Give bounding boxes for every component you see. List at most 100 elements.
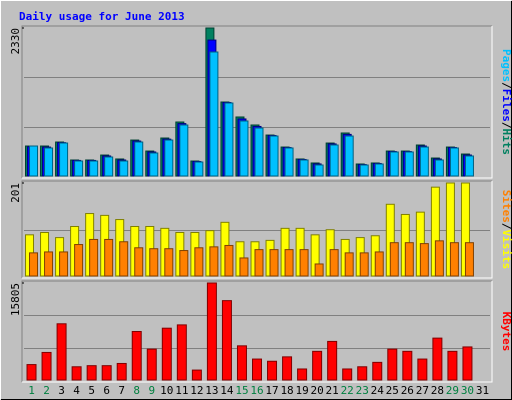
bar: [146, 348, 157, 381]
bar: [239, 257, 249, 277]
bar: [179, 124, 189, 177]
bar: [464, 155, 474, 177]
bar: [209, 51, 219, 177]
bar: [59, 251, 69, 277]
bar: [149, 248, 159, 277]
x-tick-label: 19: [295, 384, 308, 397]
x-tick-label: 6: [103, 384, 110, 397]
x-tick-label: 8: [133, 384, 140, 397]
bar: [269, 135, 279, 177]
x-tick-label: 28: [431, 384, 444, 397]
bar: [327, 340, 338, 381]
bar: [252, 358, 262, 381]
x-tick-label: 9: [148, 384, 155, 397]
bar: [41, 351, 52, 381]
bar: [329, 249, 339, 277]
bar: [449, 147, 459, 177]
legend-entry: KBytes: [500, 312, 512, 352]
bar: [224, 102, 234, 177]
x-tick-label: 18: [280, 384, 293, 397]
x-tick-label: 24: [371, 384, 385, 397]
bar: [419, 146, 429, 177]
x-tick-label: 4: [73, 384, 80, 397]
bar: [269, 249, 279, 277]
bar: [387, 348, 398, 381]
x-tick-label: 31: [476, 384, 489, 397]
x-tick-label: 29: [446, 384, 459, 397]
bar: [104, 156, 114, 177]
bar: [254, 249, 264, 277]
bar: [432, 337, 443, 381]
bar: [404, 151, 414, 177]
bar: [449, 242, 459, 277]
bar: [59, 142, 69, 177]
x-tick-label: 12: [190, 384, 203, 397]
bar: [299, 249, 309, 277]
bar: [164, 139, 174, 177]
x-tick-label: 26: [401, 384, 414, 397]
bar: [359, 164, 369, 177]
bar: [314, 263, 324, 277]
bar: [26, 364, 37, 381]
bar: [209, 246, 219, 277]
x-tick-label: 16: [250, 384, 263, 397]
bar: [56, 323, 67, 381]
x-tick-label: 15: [235, 384, 248, 397]
bar: [314, 164, 324, 177]
legend: KBytes: [500, 312, 512, 352]
bar: [389, 242, 399, 277]
bar: [284, 249, 294, 277]
bar: [104, 238, 114, 277]
bar: [164, 248, 174, 277]
bar: [434, 240, 444, 277]
x-tick-label: 13: [205, 384, 218, 397]
bar: [417, 358, 428, 381]
bar: [221, 300, 232, 381]
panel-bevel-dark: [21, 280, 492, 382]
bar: [176, 324, 187, 381]
bar: [206, 282, 217, 381]
bar: [29, 145, 39, 177]
bar: [284, 147, 294, 177]
legend: Pages/Files/Hits: [500, 49, 512, 155]
bar: [44, 251, 54, 277]
bar: [312, 350, 323, 381]
legend-separator: /: [500, 223, 512, 230]
x-tick-label: 14: [220, 384, 234, 397]
bar: [357, 366, 368, 381]
bar: [74, 244, 84, 277]
legend-entry: Hits: [500, 129, 512, 156]
bar: [86, 365, 97, 381]
bar: [419, 243, 429, 277]
bar: [29, 252, 39, 277]
bar: [116, 362, 127, 381]
bar: [329, 144, 339, 177]
bar: [447, 350, 458, 381]
legend-entry: Visits: [500, 230, 512, 270]
x-tick-label: 7: [118, 384, 125, 397]
legend-entry: Sites: [500, 190, 512, 223]
x-tick-label: 11: [175, 384, 188, 397]
bar: [191, 369, 202, 381]
bar: [179, 250, 189, 277]
bar: [282, 356, 293, 381]
bar: [402, 350, 413, 381]
bar: [434, 159, 444, 177]
x-tick-label: 10: [160, 384, 173, 397]
panel-bevel-dark: [21, 180, 492, 278]
bar: [131, 330, 142, 381]
x-tick-label: 2: [43, 384, 50, 397]
x-tick-label: 23: [356, 384, 369, 397]
x-tick-label: 22: [341, 384, 354, 397]
panel-bevel-light: [22, 281, 493, 383]
x-tick-label: 20: [311, 384, 324, 397]
bar: [344, 135, 354, 177]
bar: [194, 247, 204, 277]
bar: [119, 241, 129, 277]
bar: [462, 346, 473, 381]
x-tick-label: 1: [28, 384, 35, 397]
bar: [134, 141, 144, 177]
bar: [224, 244, 234, 277]
